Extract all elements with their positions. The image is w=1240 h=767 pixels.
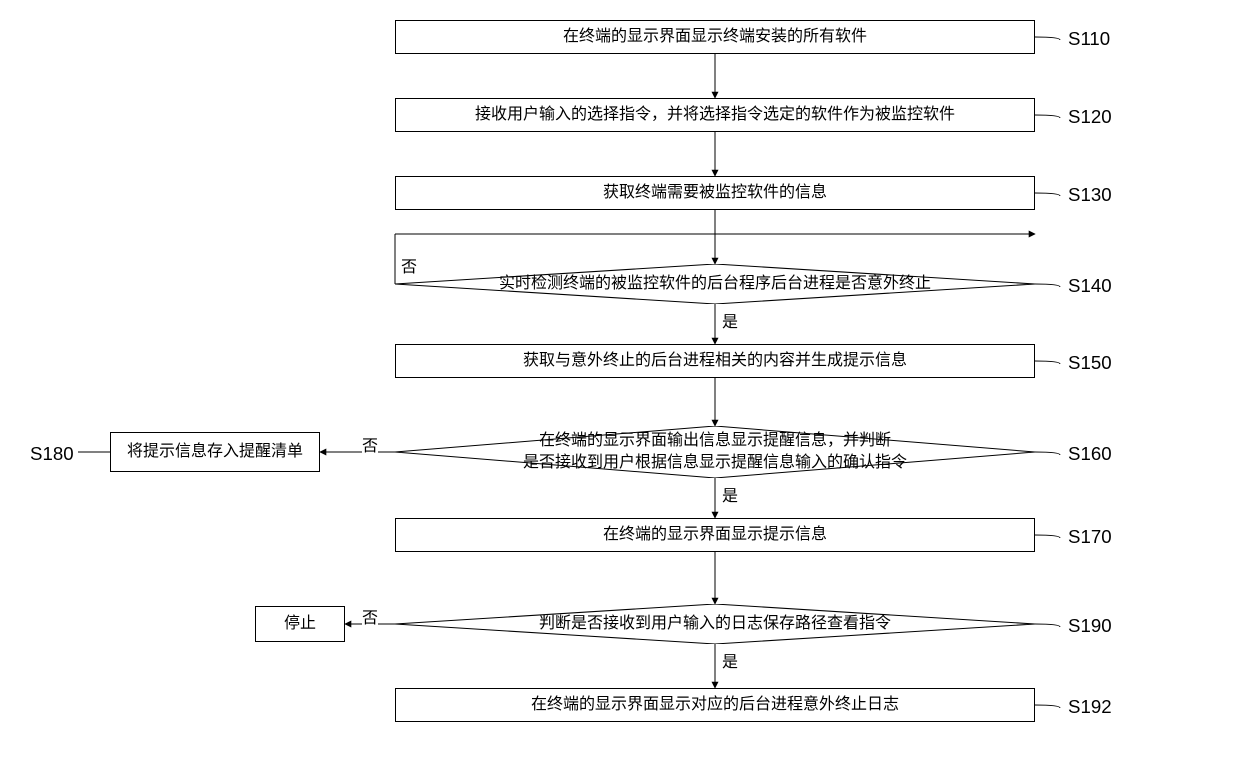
node-s140-text: 实时检测终端的被监控软件的后台程序后台进程是否意外终止 bbox=[499, 273, 931, 295]
node-s110-text: 在终端的显示界面显示终端安装的所有软件 bbox=[563, 26, 867, 48]
node-s180-text: 将提示信息存入提醒清单 bbox=[127, 441, 303, 463]
node-s160-text: 在终端的显示界面输出信息显示提醒信息，并判断 是否接收到用户根据信息显示提醒信息… bbox=[523, 430, 907, 473]
edge-s160-yes: 是 bbox=[722, 482, 738, 506]
edge-s190-no: 否 bbox=[362, 604, 378, 628]
node-s180: 将提示信息存入提醒清单 bbox=[110, 432, 320, 472]
node-s192-text: 在终端的显示界面显示对应的后台进程意外终止日志 bbox=[531, 694, 899, 716]
node-s120-text: 接收用户输入的选择指令，并将选择指令选定的软件作为被监控软件 bbox=[475, 104, 955, 126]
node-s160: 在终端的显示界面输出信息显示提醒信息，并判断 是否接收到用户根据信息显示提醒信息… bbox=[395, 426, 1035, 478]
node-stop: 停止 bbox=[255, 606, 345, 642]
label-s192: S192 bbox=[1068, 696, 1112, 718]
label-s170: S170 bbox=[1068, 526, 1112, 548]
label-s110: S110 bbox=[1068, 28, 1110, 50]
node-s190-text: 判断是否接收到用户输入的日志保存路径查看指令 bbox=[539, 613, 891, 635]
label-s130: S130 bbox=[1068, 184, 1112, 206]
edge-s190-yes: 是 bbox=[722, 648, 738, 672]
node-s190: 判断是否接收到用户输入的日志保存路径查看指令 bbox=[395, 604, 1035, 644]
edge-s140-no: 否 bbox=[401, 253, 417, 277]
node-s150-text: 获取与意外终止的后台进程相关的内容并生成提示信息 bbox=[523, 350, 907, 372]
node-s170: 在终端的显示界面显示提示信息 bbox=[395, 518, 1035, 552]
label-s120: S120 bbox=[1068, 106, 1112, 128]
node-s140: 实时检测终端的被监控软件的后台程序后台进程是否意外终止 bbox=[395, 264, 1035, 304]
node-s130-text: 获取终端需要被监控软件的信息 bbox=[603, 182, 827, 204]
node-s150: 获取与意外终止的后台进程相关的内容并生成提示信息 bbox=[395, 344, 1035, 378]
label-s190: S190 bbox=[1068, 615, 1112, 637]
label-s180: S180 bbox=[30, 443, 74, 465]
label-s150: S150 bbox=[1068, 352, 1112, 374]
node-s170-text: 在终端的显示界面显示提示信息 bbox=[603, 524, 827, 546]
node-s192: 在终端的显示界面显示对应的后台进程意外终止日志 bbox=[395, 688, 1035, 722]
label-s160: S160 bbox=[1068, 443, 1112, 465]
edge-s140-yes: 是 bbox=[722, 308, 738, 332]
edge-s160-no: 否 bbox=[362, 432, 378, 456]
node-s130: 获取终端需要被监控软件的信息 bbox=[395, 176, 1035, 210]
node-stop-text: 停止 bbox=[284, 613, 316, 635]
node-s120: 接收用户输入的选择指令，并将选择指令选定的软件作为被监控软件 bbox=[395, 98, 1035, 132]
node-s110: 在终端的显示界面显示终端安装的所有软件 bbox=[395, 20, 1035, 54]
label-s140: S140 bbox=[1068, 275, 1112, 297]
